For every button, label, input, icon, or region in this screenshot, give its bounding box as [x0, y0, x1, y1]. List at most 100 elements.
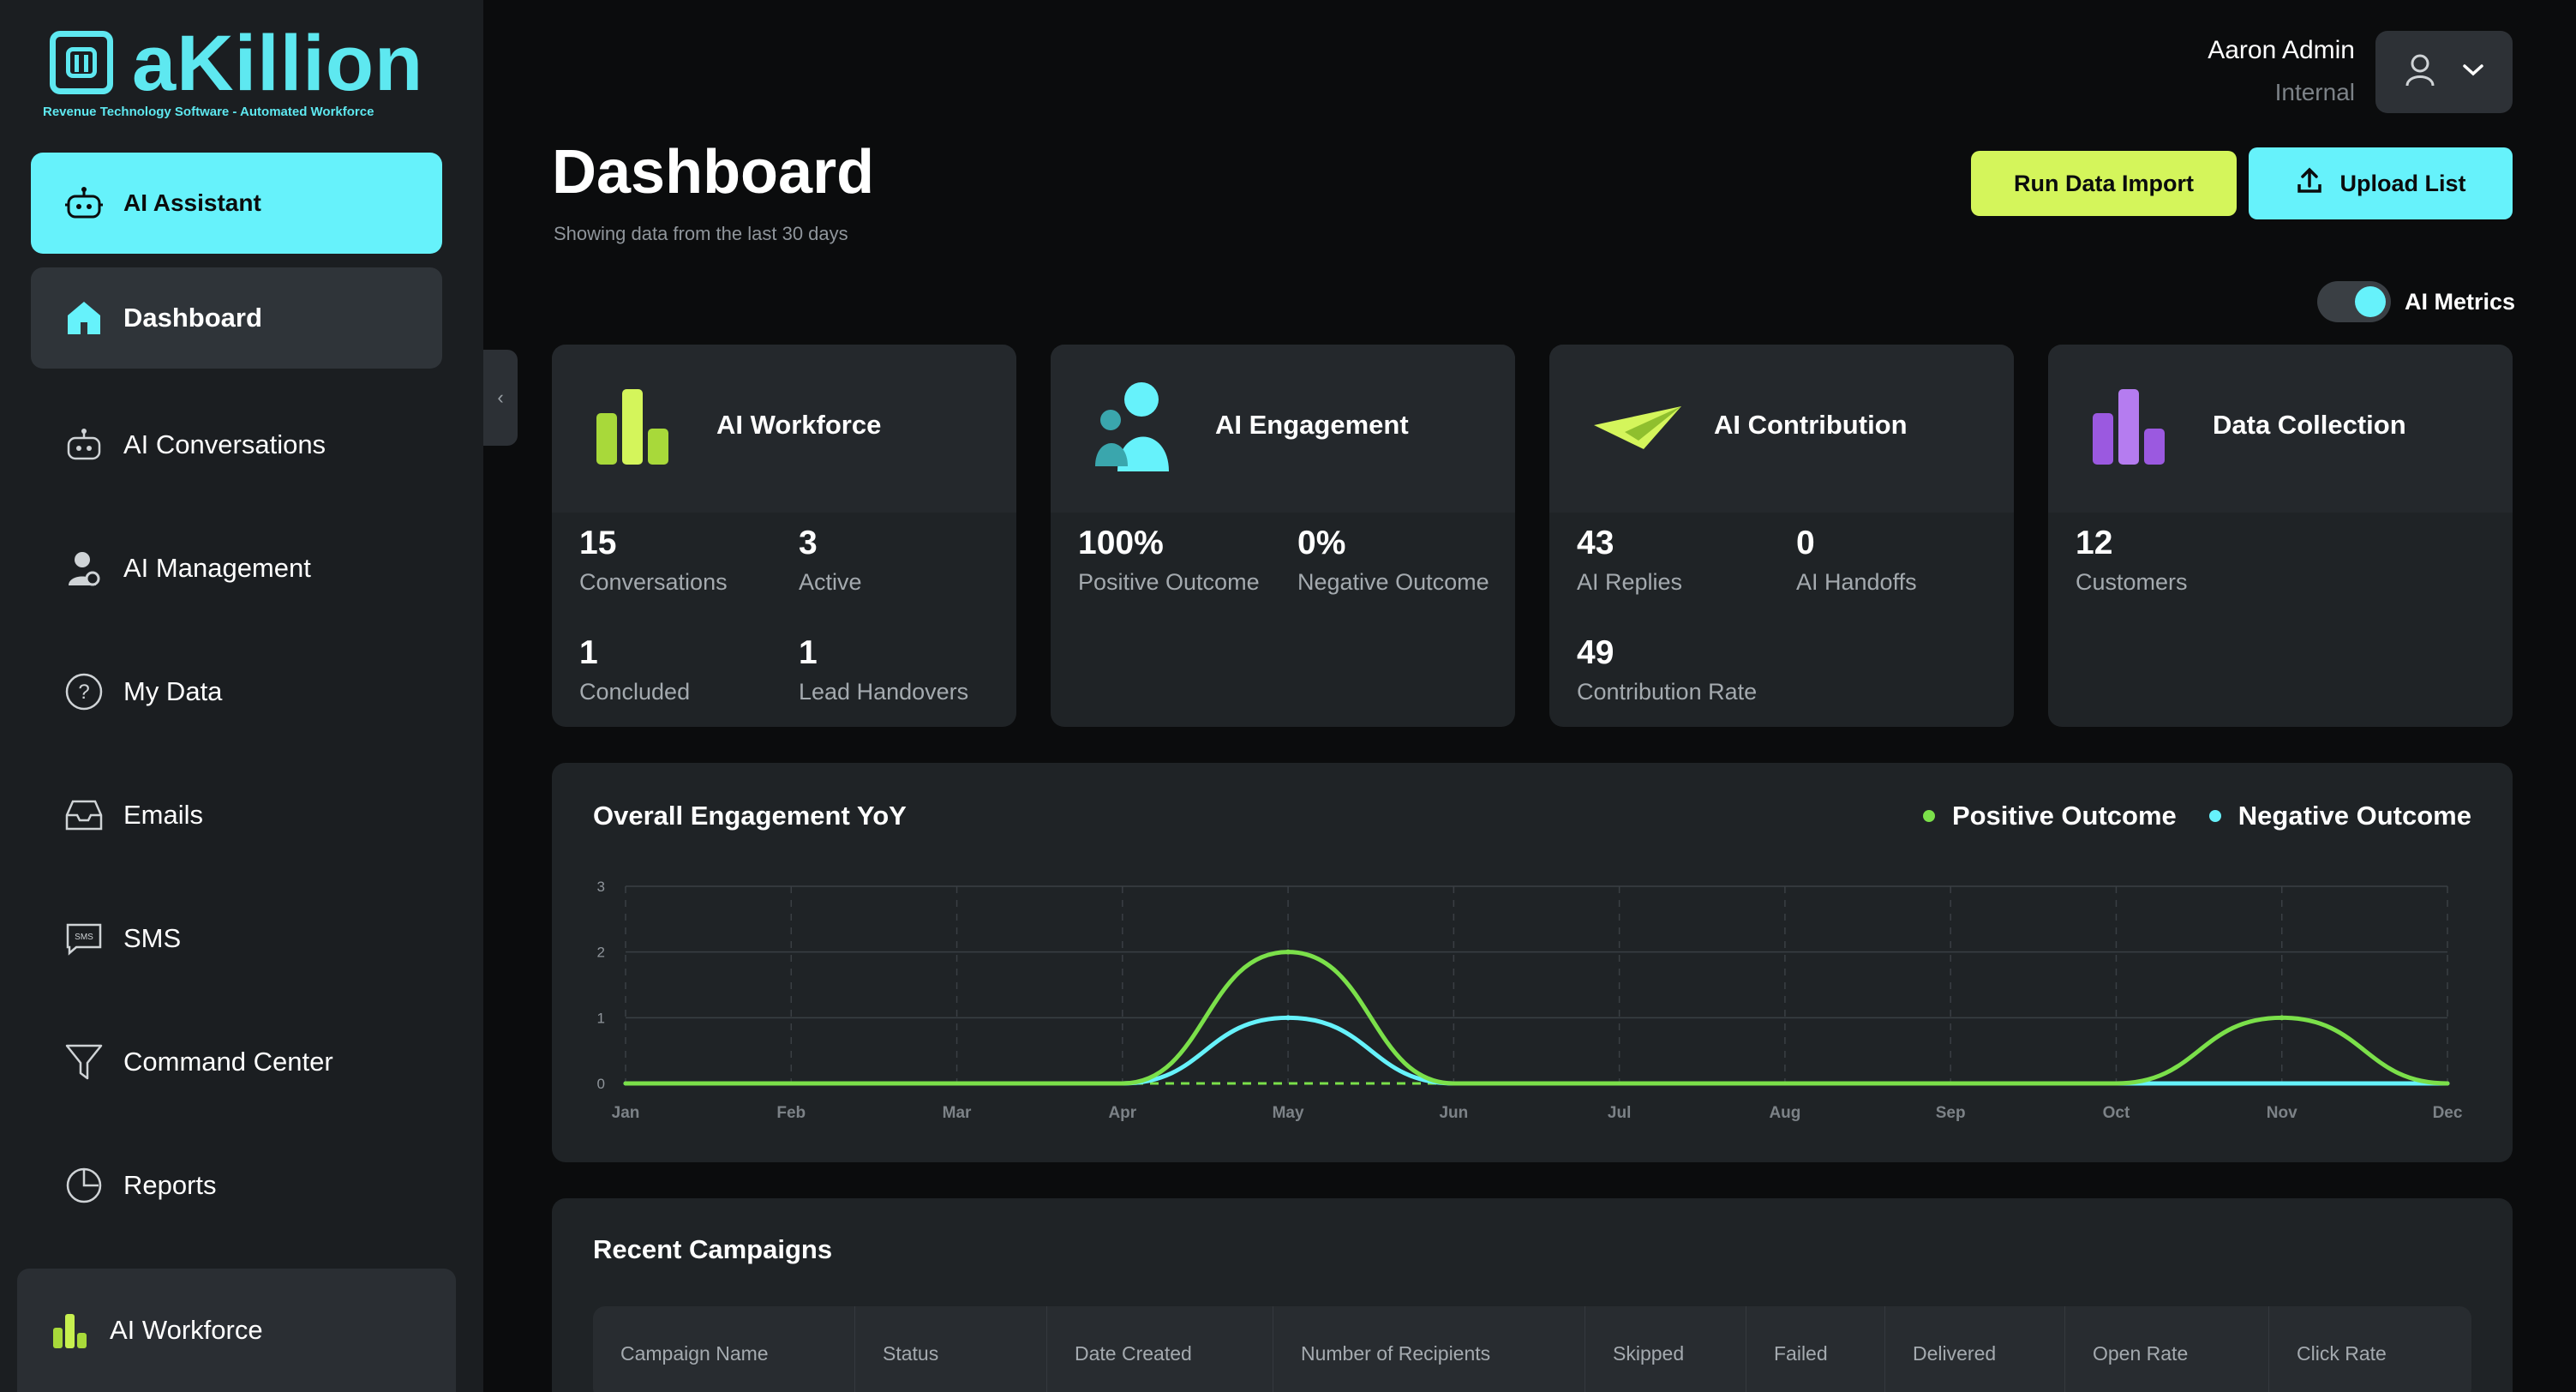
user-gear-icon: [63, 548, 105, 589]
sidebar-item-reports[interactable]: Reports: [31, 1135, 442, 1236]
card-ai-workforce: AI Workforce 15 Conversations 3 Active 1…: [552, 345, 1016, 727]
toggle-knob: [2355, 286, 2386, 317]
engagement-line-chart: 0 1 2 3 Jan Feb Mar Apr May Jun Jul Aug Sep Oct Nov Dec: [597, 879, 2463, 1122]
collapse-sidebar-button[interactable]: ‹: [483, 350, 518, 446]
x-tick-label: May: [1273, 1104, 1304, 1122]
legend-dot-negative: [2208, 810, 2221, 822]
logo-mark-icon: [50, 31, 113, 94]
pie-chart-icon: [63, 1165, 105, 1206]
stat-value: 1: [579, 634, 598, 671]
card-ai-contribution: AI Contribution 43 AI Replies 0 AI Hando…: [1549, 345, 2014, 727]
stat-value: 0%: [1297, 525, 1346, 561]
bar-chart-icon: [593, 381, 675, 475]
card-data-collection: Data Collection 12 Customers: [2048, 345, 2513, 727]
series-line-0: [623, 950, 2450, 1086]
card-ai-engagement: AI Engagement 100% Positive Outcome 0% N…: [1051, 345, 1515, 727]
brand-name: aKillion: [132, 20, 424, 107]
column-header-date-created[interactable]: Date Created: [1047, 1306, 1273, 1392]
user-role: Internal: [2274, 79, 2355, 105]
card-title: AI Workforce: [716, 410, 882, 440]
stat-contribution-rate: 49 Contribution Rate: [1577, 634, 1757, 705]
sidebar-item-ai-management[interactable]: AI Management: [31, 518, 442, 619]
user-menu-button[interactable]: [2375, 31, 2513, 113]
page-title: Dashboard: [552, 138, 875, 207]
stat-value: 43: [1577, 525, 1614, 561]
stat-ai-replies: 43 AI Replies: [1577, 525, 1682, 596]
column-header-failed[interactable]: Failed: [1746, 1306, 1885, 1392]
chevron-left-icon: ‹: [497, 387, 504, 408]
filter-icon: [63, 1041, 105, 1083]
home-icon: [63, 297, 105, 339]
sidebar-item-label: Reports: [123, 1170, 217, 1200]
legend-item-negative[interactable]: Negative Outcome: [2208, 801, 2471, 831]
x-tick-label: Feb: [776, 1104, 806, 1122]
column-header-campaign-name[interactable]: Campaign Name: [593, 1306, 855, 1392]
upload-list-button[interactable]: Upload List: [2249, 147, 2513, 219]
stat-label: Lead Handovers: [799, 679, 969, 705]
y-tick-label: 2: [597, 945, 605, 961]
legend-dot-positive: [1922, 810, 1935, 822]
sidebar-item-dashboard[interactable]: Dashboard: [31, 267, 442, 369]
stat-negative-outcome: 0% Negative Outcome: [1297, 525, 1489, 596]
card-header: Data Collection: [2048, 345, 2513, 513]
user-icon: [2405, 53, 2435, 92]
card-title: AI Contribution: [1714, 410, 1908, 440]
ai-assistant-button[interactable]: AI Assistant: [31, 153, 442, 254]
stat-value: 3: [799, 525, 818, 561]
stat-label: Conversations: [579, 569, 728, 595]
run-data-import-button[interactable]: Run Data Import: [1971, 151, 2237, 216]
bar-chart-icon: [2089, 381, 2172, 475]
bar-chart-icon: [50, 1310, 91, 1351]
stat-label: Concluded: [579, 679, 691, 705]
column-header-number-of-recipients[interactable]: Number of Recipients: [1273, 1306, 1585, 1392]
stat-conversations: 15 Conversations: [579, 525, 728, 596]
question-circle-icon: ?: [63, 671, 105, 712]
column-header-skipped[interactable]: Skipped: [1585, 1306, 1746, 1392]
table-title: Recent Campaigns: [593, 1234, 833, 1264]
stat-value: 0: [1796, 525, 1815, 561]
column-header-delivered[interactable]: Delivered: [1885, 1306, 2065, 1392]
sidebar-item-emails[interactable]: Emails: [31, 765, 442, 866]
upload-icon: [2296, 167, 2323, 201]
sidebar-item-my-data[interactable]: ? My Data: [31, 641, 442, 742]
stat-value: 12: [2076, 525, 2113, 561]
chart-title: Overall Engagement YoY: [593, 801, 907, 831]
sidebar-item-label: AI Conversations: [123, 429, 326, 459]
sidebar-item-sms[interactable]: SMS SMS: [31, 888, 442, 989]
table-header-row: Campaign Name Status Date Created Number…: [593, 1306, 2471, 1392]
logo[interactable]: aKillion Revenue Technology Software - A…: [43, 20, 444, 120]
x-tick-label: Dec: [2433, 1104, 2463, 1122]
stat-label: Negative Outcome: [1297, 569, 1489, 595]
column-header-click-rate[interactable]: Click Rate: [2297, 1341, 2387, 1365]
stat-lead-handovers: 1 Lead Handovers: [799, 634, 968, 705]
y-tick-label: 3: [597, 879, 605, 895]
sidebar-item-ai-conversations[interactable]: AI Conversations: [31, 394, 442, 495]
x-tick-label: Jan: [612, 1104, 640, 1122]
svg-text:?: ?: [78, 681, 89, 704]
sidebar-item-label: AI Management: [123, 553, 311, 583]
sidebar-item-ai-workforce[interactable]: AI Workforce: [17, 1269, 456, 1392]
legend-item-positive[interactable]: Positive Outcome: [1922, 801, 2177, 831]
stat-customers: 12 Customers: [2076, 525, 2188, 596]
sidebar-item-label: AI Workforce: [110, 1315, 263, 1345]
sidebar-item-label: Command Center: [123, 1047, 333, 1077]
stat-active: 3 Active: [799, 525, 862, 596]
stat-positive-outcome: 100% Positive Outcome: [1078, 525, 1260, 596]
x-tick-label: Sep: [1936, 1104, 1966, 1122]
stat-label: Customers: [2076, 569, 2188, 595]
chart-legend: Positive Outcome Negative Outcome: [1922, 801, 2471, 831]
legend-label: Negative Outcome: [2238, 801, 2471, 831]
column-header-status[interactable]: Status: [855, 1306, 1047, 1392]
ai-metrics-toggle[interactable]: [2317, 281, 2391, 322]
card-title: AI Engagement: [1215, 410, 1409, 440]
column-header-open-rate[interactable]: Open Rate: [2065, 1306, 2269, 1392]
legend-label: Positive Outcome: [1951, 801, 2177, 831]
sidebar-item-label: My Data: [123, 676, 223, 706]
card-header: AI Workforce: [552, 345, 1016, 513]
page-subtitle: Showing data from the last 30 days: [554, 223, 848, 244]
data-point: [2279, 1015, 2285, 1021]
sidebar-item-command-center[interactable]: Command Center: [31, 1011, 442, 1113]
x-tick-label: Oct: [2103, 1104, 2130, 1122]
engagement-chart-panel: Overall Engagement YoY Positive Outcome …: [552, 763, 2513, 1162]
paper-plane-icon: [1591, 381, 1685, 475]
